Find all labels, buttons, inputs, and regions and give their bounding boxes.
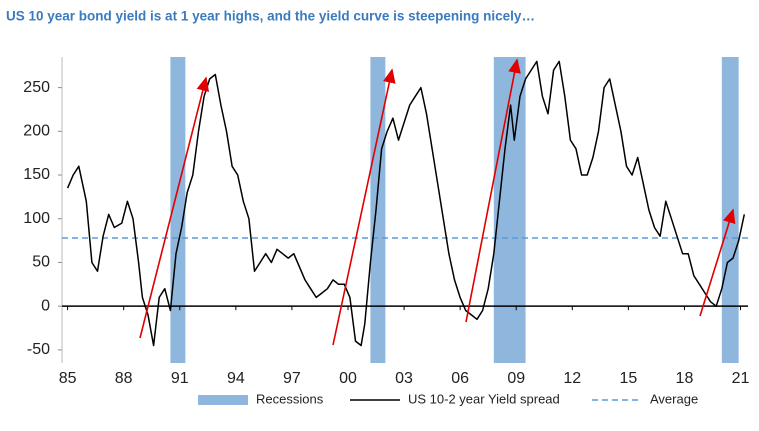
- legend-label: US 10-2 year Yield spread: [408, 391, 560, 406]
- legend-label: Recessions: [256, 391, 324, 406]
- recession-band: [170, 57, 186, 363]
- chart-title: US 10 year bond yield is at 1 year highs…: [6, 9, 535, 24]
- y-tick-label: 100: [23, 210, 50, 227]
- y-tick-label: -50: [27, 341, 50, 358]
- x-tick-label: 94: [227, 370, 245, 387]
- x-tick-label: 03: [395, 370, 413, 387]
- x-tick-label: 85: [59, 370, 77, 387]
- x-tick-label: 09: [507, 370, 525, 387]
- y-tick-label: 250: [23, 79, 50, 96]
- x-tick-label: 18: [676, 370, 694, 387]
- recession-band: [370, 57, 386, 363]
- annotation-arrows: [139, 58, 736, 346]
- legend-label: Average: [650, 391, 698, 406]
- x-tick-label: 91: [171, 370, 189, 387]
- x-tick-label: 88: [115, 370, 133, 387]
- x-tick-label: 15: [619, 370, 637, 387]
- y-tick-label: 200: [23, 123, 50, 140]
- legend-swatch: [198, 395, 248, 405]
- y-tick-label: 50: [32, 254, 50, 271]
- x-tick-label: 97: [283, 370, 301, 387]
- x-tick-label: 21: [732, 370, 750, 387]
- plot-area: -50 0 50 100 150 200 250 85 88 91 94 97 00 03 06 09 12 15…: [23, 57, 750, 387]
- x-tick-label: 00: [339, 370, 357, 387]
- spread-line: [66, 60, 746, 347]
- y-tick-label: 150: [23, 166, 50, 183]
- x-tick-label: 12: [563, 370, 581, 387]
- recession-band: [721, 57, 739, 363]
- y-tick-label: 0: [41, 297, 50, 314]
- x-tick-label: 06: [451, 370, 469, 387]
